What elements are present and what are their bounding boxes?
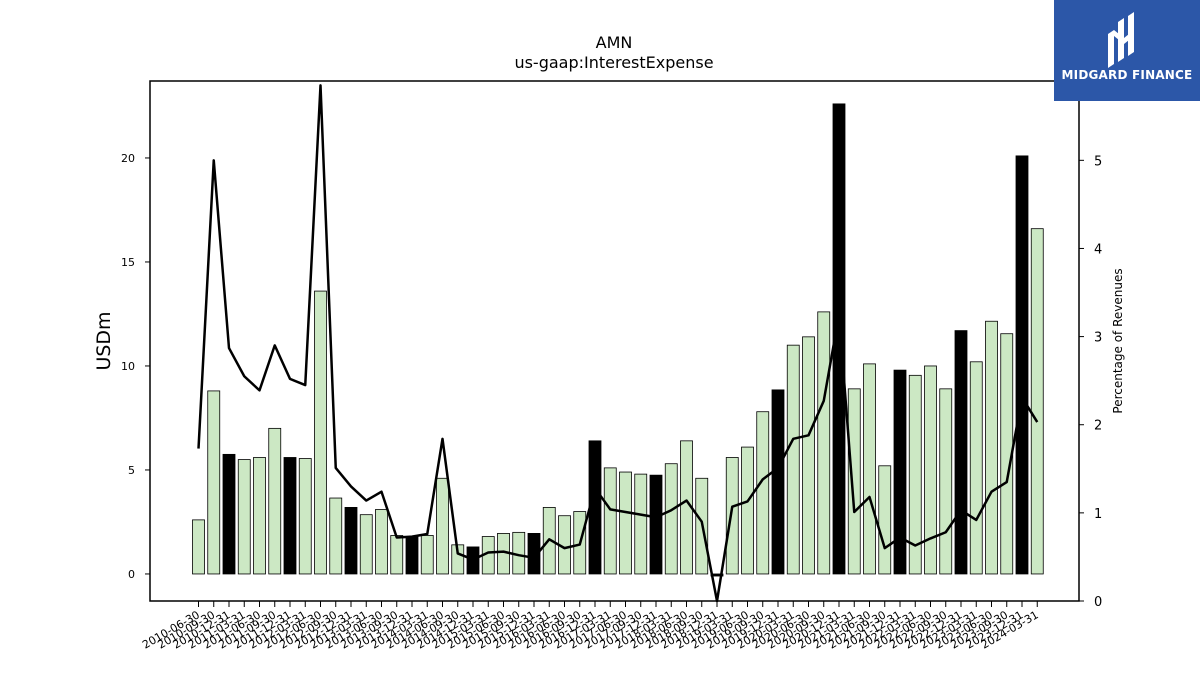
chart-title: AMN — [596, 33, 633, 52]
plot-frame — [149, 80, 1080, 602]
bar-2010-12-31 — [222, 453, 236, 575]
percentage-line — [197, 84, 1039, 603]
bar-2017-06-30 — [619, 471, 632, 575]
bar-2017-03-31 — [603, 467, 617, 575]
bar-2020-03-31 — [786, 344, 800, 575]
logo-text: MIDGARD FINANCE — [1061, 68, 1193, 82]
bar-2019-12-31 — [771, 389, 785, 575]
bar-2022-06-30 — [924, 365, 937, 575]
bar-2014-03-31 — [420, 535, 434, 575]
logo-mark-icon — [1108, 12, 1134, 68]
bar-2023-03-31 — [969, 361, 983, 575]
y-axis-label: USDm — [93, 311, 115, 370]
bar-2015-12-31 — [527, 533, 541, 575]
y2-axis-label: Percentage of Revenues — [1111, 268, 1125, 413]
bar-2011-06-30 — [253, 457, 266, 575]
bar-2013-06-30 — [375, 509, 388, 575]
bar-2023-06-30 — [985, 320, 998, 575]
y-tick-label: 5 — [128, 464, 135, 477]
bar-2019-09-30 — [756, 411, 770, 575]
bar-2012-09-30 — [329, 497, 343, 575]
bar-2012-12-31 — [344, 506, 358, 575]
bar-2021-06-30 — [863, 363, 876, 575]
y2-tick-label: 5 — [1094, 154, 1102, 169]
bars-layer — [192, 103, 1044, 577]
bar-2014-06-30 — [436, 477, 449, 575]
y2-tick-label: 2 — [1094, 419, 1102, 434]
bar-2019-06-30 — [741, 446, 754, 575]
y-tick-label: 10 — [121, 360, 135, 373]
y2-tick-label: 3 — [1094, 331, 1102, 346]
bar-2013-09-30 — [390, 535, 404, 575]
bar-2022-03-31 — [908, 374, 922, 575]
bar-2023-12-31 — [1015, 155, 1029, 575]
bar-2021-12-31 — [893, 369, 907, 575]
y-tick-label: 20 — [121, 152, 135, 165]
bar-2011-12-31 — [283, 457, 297, 575]
y-tick-label: 0 — [128, 568, 135, 581]
bar-2010-06-30 — [192, 519, 205, 575]
line-layer — [197, 84, 1039, 603]
bar-2013-03-31 — [359, 514, 373, 575]
bar-2011-03-31 — [237, 459, 251, 575]
bar-2022-12-31 — [954, 330, 968, 575]
bar-2020-09-30 — [817, 311, 831, 575]
chart-subtitle: us-gaap:InterestExpense — [514, 53, 713, 72]
y2-tick-label: 0 — [1094, 595, 1102, 610]
bar-2017-12-31 — [649, 474, 663, 575]
bar-2011-09-30 — [268, 427, 282, 575]
bar-2022-09-30 — [939, 388, 953, 575]
bar-2021-03-31 — [847, 388, 861, 575]
bar-2018-03-31 — [664, 463, 678, 575]
y2-tick-label: 4 — [1094, 242, 1102, 257]
bar-2012-03-31 — [298, 458, 312, 575]
bar-2010-09-30 — [207, 390, 221, 575]
y-tick-label: 15 — [121, 256, 135, 269]
bar-2020-06-30 — [802, 336, 815, 575]
bar-2020-12-31 — [832, 103, 846, 575]
bar-2019-03-31 — [725, 457, 739, 575]
bar-2012-06-30 — [314, 290, 327, 575]
axes-layer: 051015200123452010-06-302010-09-302010-1… — [121, 152, 1102, 652]
bar-2013-12-31 — [405, 536, 419, 575]
bar-2017-09-30 — [634, 473, 648, 575]
bar-2021-09-30 — [878, 465, 892, 575]
y2-tick-label: 1 — [1094, 507, 1102, 522]
midgard-finance-logo: MIDGARD FINANCE — [1054, 0, 1200, 101]
bar-2024-03-31 — [1030, 228, 1044, 575]
